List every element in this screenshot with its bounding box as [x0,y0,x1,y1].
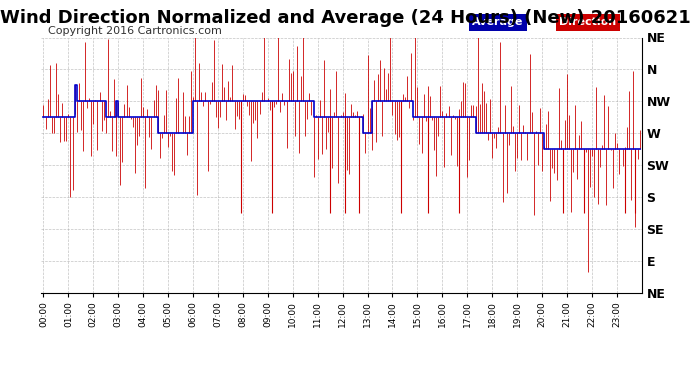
Text: Average: Average [472,17,523,27]
Text: Copyright 2016 Cartronics.com: Copyright 2016 Cartronics.com [48,26,222,36]
Text: Wind Direction Normalized and Average (24 Hours) (New) 20160621: Wind Direction Normalized and Average (2… [0,9,690,27]
Text: Direction: Direction [559,17,616,27]
